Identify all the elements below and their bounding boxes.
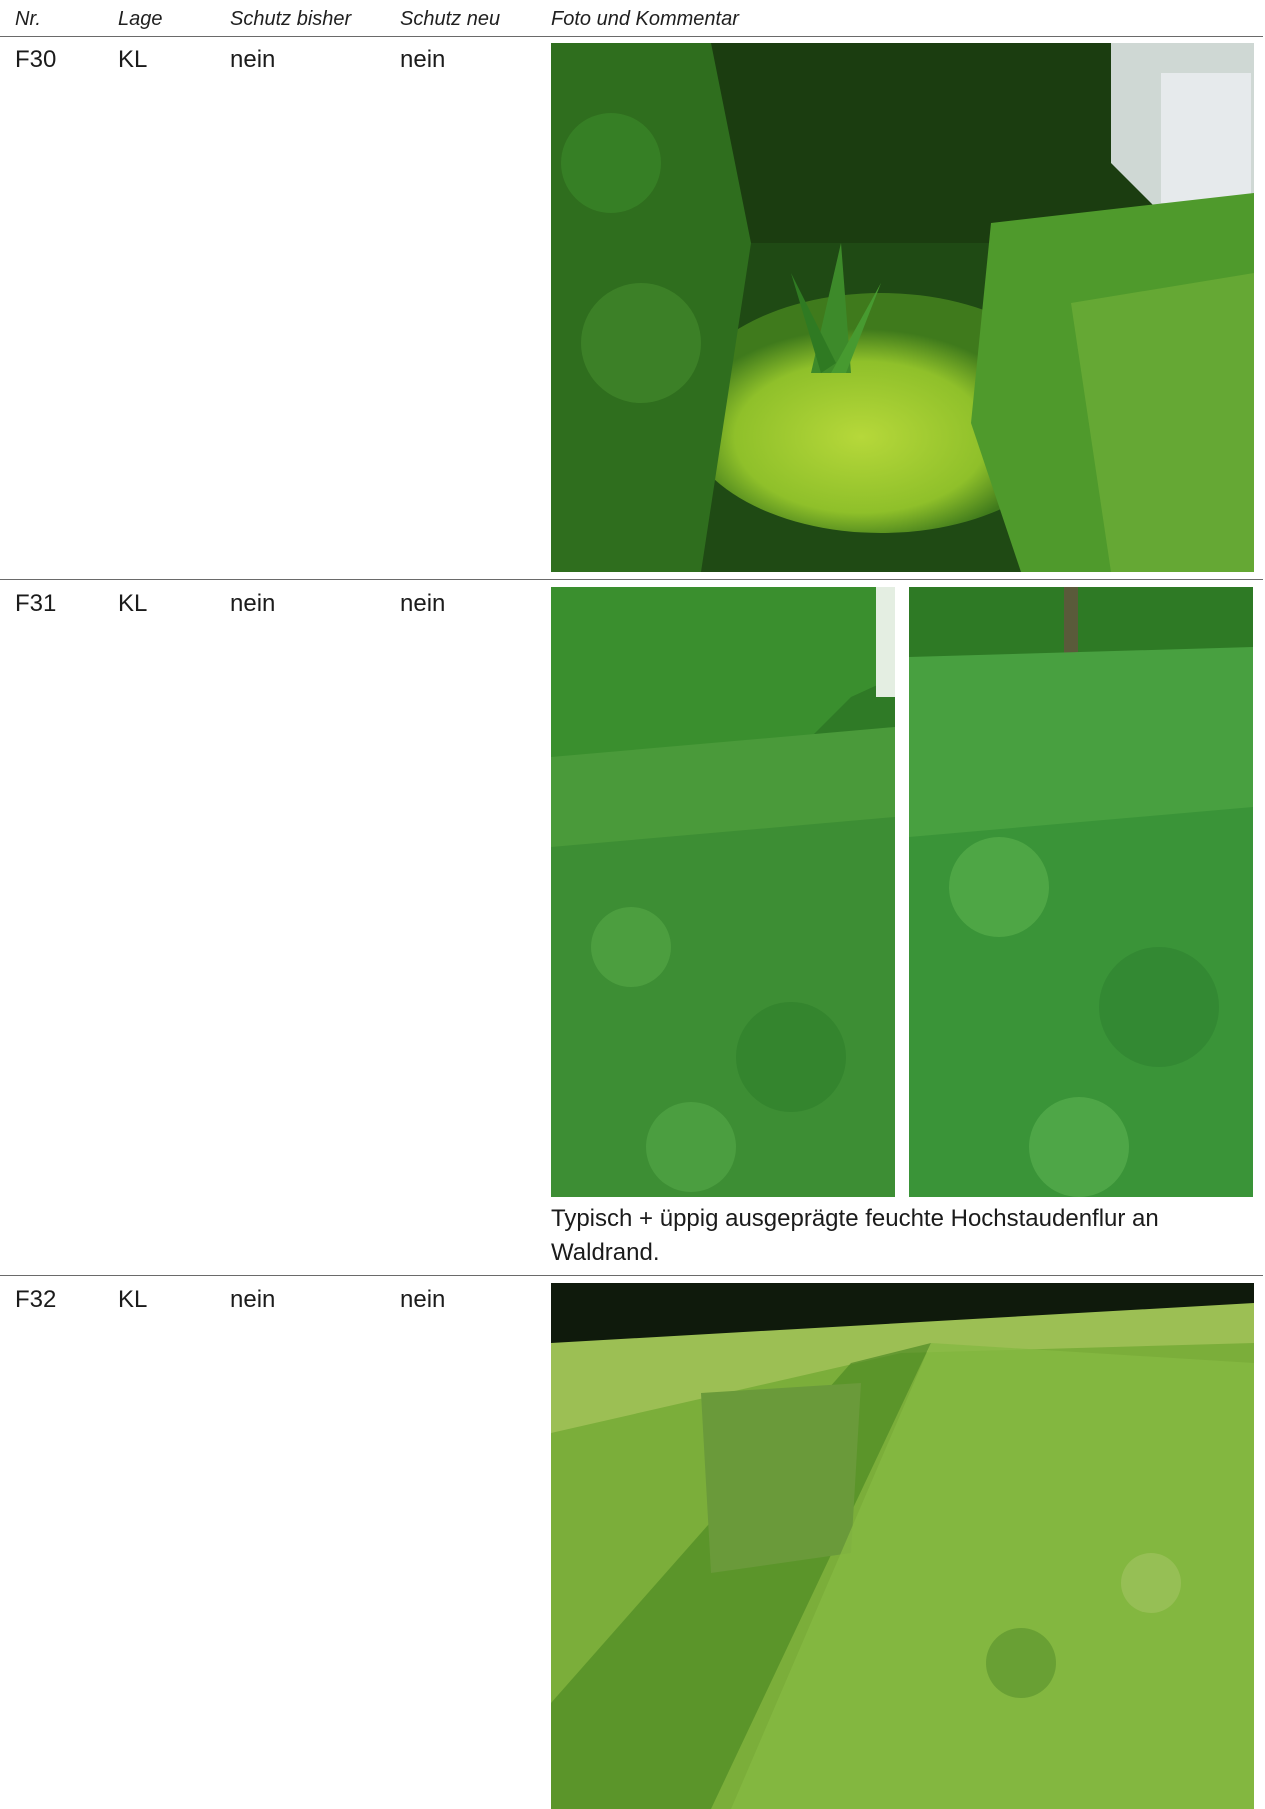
comment-f31: Typisch + üppig ausgeprägte feuchte Hoch…: [551, 1205, 1159, 1266]
cell-nr: F31: [15, 590, 57, 617]
cell-schutz-bisher: nein: [230, 590, 276, 617]
cell-nr: F30: [15, 46, 57, 73]
header-nr: Nr.: [15, 8, 41, 30]
row-divider: [0, 579, 1263, 580]
cell-lage: KL: [118, 46, 148, 73]
header-divider: [0, 36, 1263, 37]
cell-schutz-bisher: nein: [230, 46, 276, 73]
header-lage: Lage: [118, 8, 163, 30]
cell-nr: F32: [15, 1286, 57, 1313]
header-foto-kommentar: Foto und Kommentar: [551, 8, 739, 30]
cell-lage: KL: [118, 590, 148, 617]
photo-f31-left: [551, 587, 895, 1197]
cell-schutz-neu: nein: [400, 46, 446, 73]
cell-schutz-neu: nein: [400, 1286, 446, 1313]
row-divider: [0, 1275, 1263, 1276]
cell-schutz-neu: nein: [400, 590, 446, 617]
header-schutz-neu: Schutz neu: [400, 8, 501, 30]
cell-schutz-bisher: nein: [230, 1286, 276, 1313]
header-schutz-bisher: Schutz bisher: [230, 8, 352, 30]
photo-f30: [551, 43, 1254, 572]
photo-f31-right: [909, 587, 1253, 1197]
cell-lage: KL: [118, 1286, 148, 1313]
photo-f32: [551, 1283, 1254, 1809]
